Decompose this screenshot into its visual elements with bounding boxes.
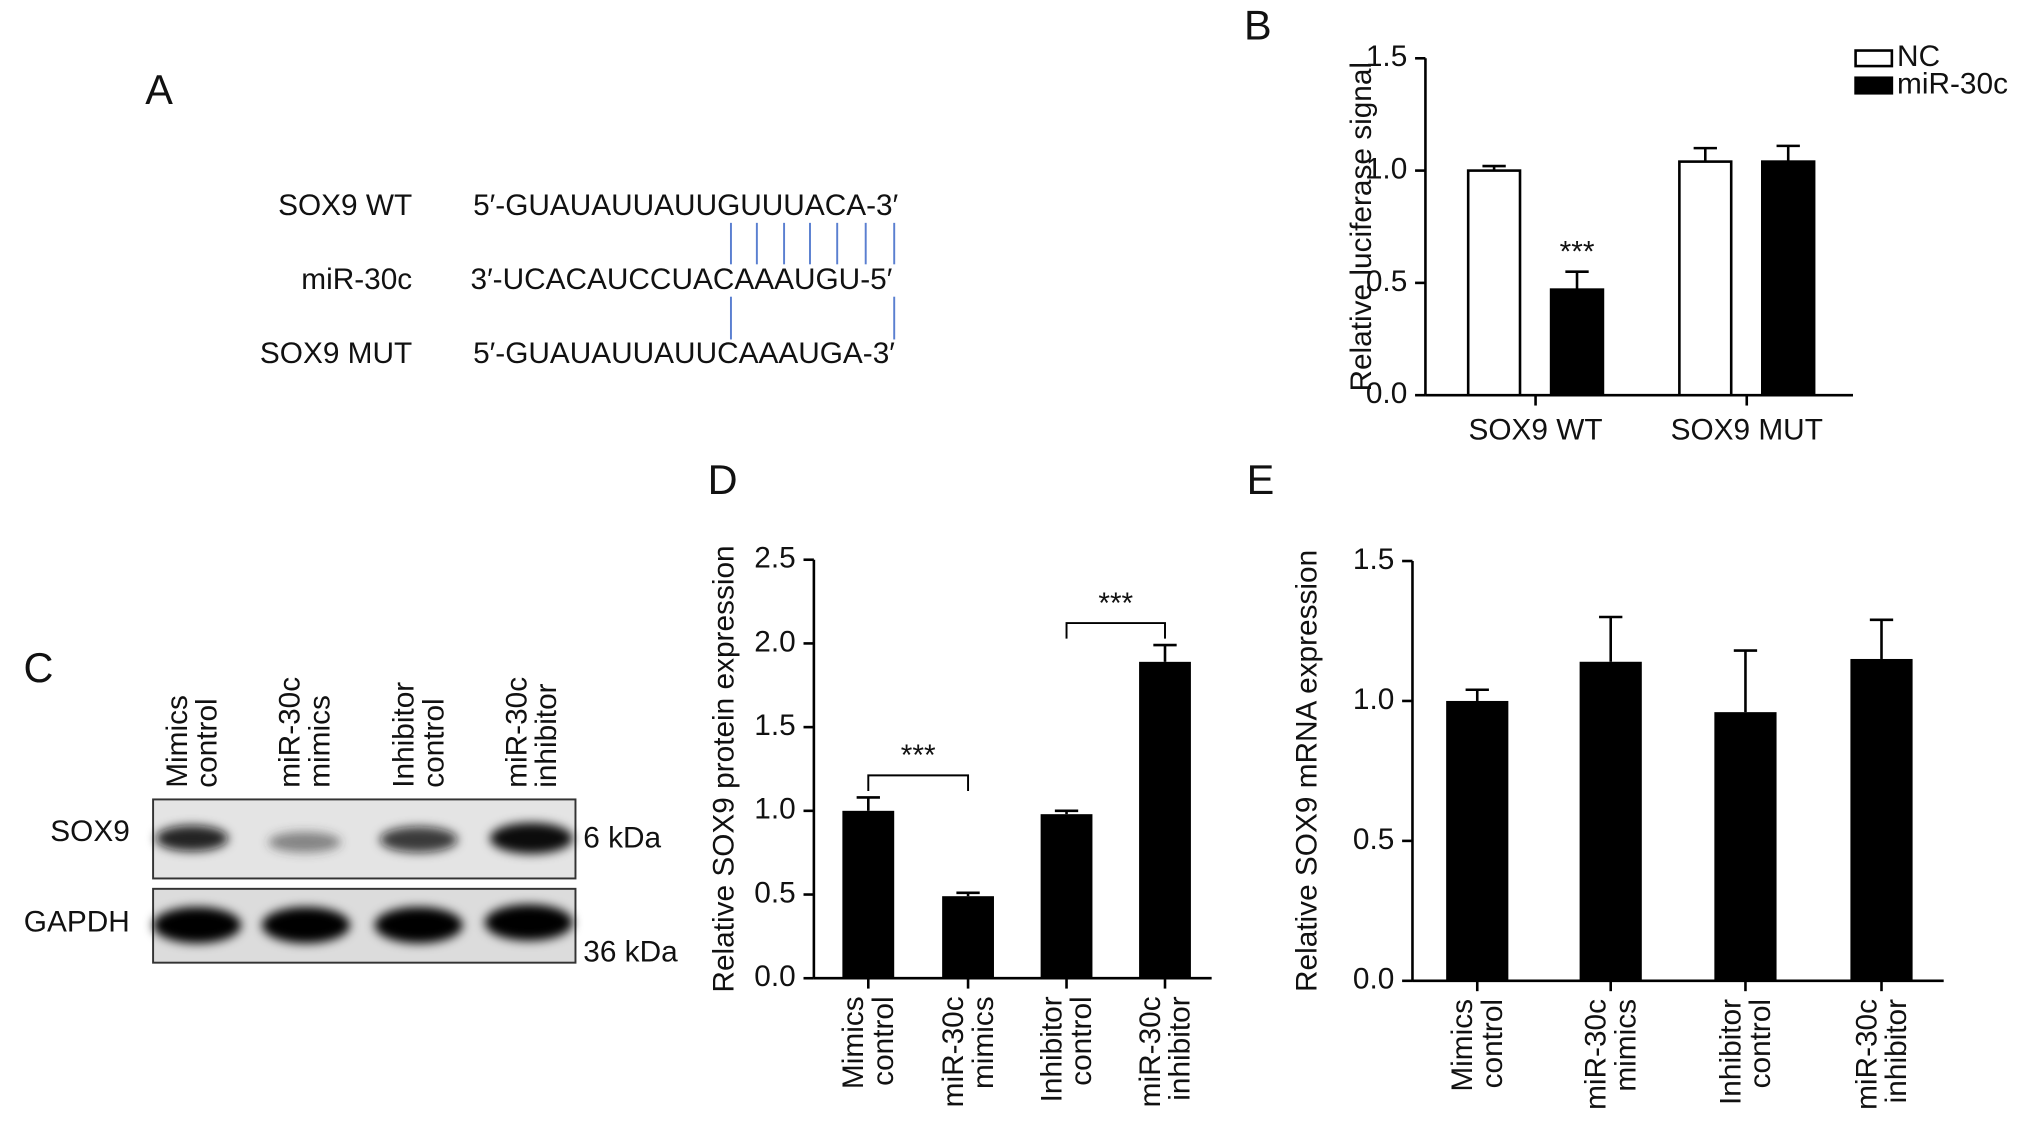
y-tick-label: 0.0	[1353, 963, 1394, 996]
x-tick-label: control	[1476, 999, 1509, 1088]
panel-label: B	[1244, 1, 1272, 48]
bar	[1466, 169, 1522, 397]
x-tick-label: mimics	[1609, 999, 1642, 1092]
x-tick-label: control	[1744, 999, 1777, 1088]
panel-label: E	[1247, 456, 1275, 503]
x-tick-label: miR-30c	[1580, 999, 1613, 1110]
bar	[1549, 288, 1605, 397]
x-tick-label: control	[1065, 996, 1098, 1085]
lane-label: inhibitor	[530, 683, 563, 787]
y-tick-label: 1.5	[1366, 40, 1407, 73]
seq-name: SOX9 WT	[278, 189, 412, 222]
blot-name: SOX9	[50, 815, 130, 848]
blot-size: 36 kDa	[583, 935, 678, 968]
x-tick-label: inhibitor	[1164, 996, 1197, 1100]
lane-label: Inhibitor	[388, 682, 421, 788]
x-tick-label: SOX9 WT	[1469, 413, 1603, 446]
x-tick-label: mimics	[967, 996, 1000, 1089]
bar	[1678, 160, 1733, 397]
panel-label: A	[145, 66, 173, 113]
y-tick-label: 0.0	[754, 960, 795, 993]
lane-label: miR-30c	[274, 677, 307, 788]
sequence: 3′-UCACAUCCUACAAAUGU-5′	[471, 263, 893, 296]
bar	[1761, 160, 1816, 397]
bar	[1714, 712, 1777, 981]
lane-label: control	[417, 698, 450, 787]
x-tick-label: Mimics	[837, 996, 870, 1089]
x-tick-label: Inhibitor	[1035, 996, 1068, 1102]
y-tick-label: 1.5	[754, 709, 795, 742]
x-tick-label: miR-30c	[937, 996, 970, 1107]
y-axis-label: Relative luciferase signal	[1345, 62, 1378, 392]
x-tick-label: SOX9 MUT	[1671, 413, 1823, 446]
panel-label: D	[708, 456, 738, 503]
bar	[1139, 661, 1191, 979]
y-tick-label: 0.5	[1366, 265, 1407, 298]
y-tick-label: 2.5	[754, 542, 795, 575]
y-axis-label: Relative SOX9 mRNA expression	[1291, 550, 1324, 992]
seq-name: miR-30c	[301, 263, 412, 296]
panel-label: C	[24, 644, 54, 691]
x-tick-label: Inhibitor	[1714, 999, 1747, 1105]
bar	[1446, 700, 1509, 981]
legend-swatch	[1854, 49, 1894, 68]
x-tick-label: inhibitor	[1880, 999, 1913, 1103]
x-tick-label: control	[867, 996, 900, 1085]
y-tick-label: 0.0	[1366, 377, 1407, 410]
y-tick-label: 1.5	[1353, 543, 1394, 576]
x-tick-label: Mimics	[1446, 999, 1479, 1092]
bar	[1579, 661, 1642, 981]
panel-a: A SOX9 WT 5′-GUAUAUUAUUGUUUACA-3′ miR-30…	[145, 66, 898, 370]
lane-label: control	[191, 698, 224, 787]
annotation: ***	[1098, 587, 1133, 620]
y-tick-label: 1.0	[1366, 152, 1407, 185]
y-tick-label: 0.5	[754, 876, 795, 909]
panel-c: C SOX9 GAPDH 6 kDa 36 kDa	[24, 644, 679, 968]
lane-label: mimics	[303, 695, 336, 788]
annotation: ***	[901, 739, 936, 772]
x-tick-label: miR-30c	[1134, 996, 1167, 1107]
bands	[153, 822, 573, 944]
y-tick-label: 1.0	[754, 793, 795, 826]
bar	[842, 810, 895, 979]
blot-name: GAPDH	[24, 906, 130, 939]
y-tick-label: 0.5	[1353, 823, 1394, 856]
sequence: 5′-GUAUAUUAUUGUUUACA-3′	[473, 189, 898, 222]
bar	[942, 896, 994, 979]
pairing-lines	[729, 222, 896, 340]
legend-label: NC	[1897, 40, 1940, 73]
legend-label: miR-30c	[1897, 67, 2008, 100]
sequence: 5′-GUAUAUUAUUCAAAUGA-3′	[473, 337, 895, 370]
blot-size: 6 kDa	[583, 821, 661, 854]
y-tick-label: 2.0	[754, 625, 795, 658]
annotation: ***	[1560, 235, 1595, 268]
y-axis-label: Relative SOX9 protein expression	[708, 545, 741, 992]
bracket	[867, 774, 970, 791]
legend-swatch	[1854, 76, 1894, 95]
x-tick-label: miR-30c	[1850, 999, 1883, 1110]
seq-name: SOX9 MUT	[260, 337, 412, 370]
bracket	[1065, 622, 1166, 639]
lane-label: miR-30c	[500, 677, 533, 788]
bar	[1850, 658, 1913, 981]
y-tick-label: 1.0	[1353, 683, 1394, 716]
bar	[1040, 814, 1093, 979]
lane-label: Mimics	[161, 695, 194, 788]
